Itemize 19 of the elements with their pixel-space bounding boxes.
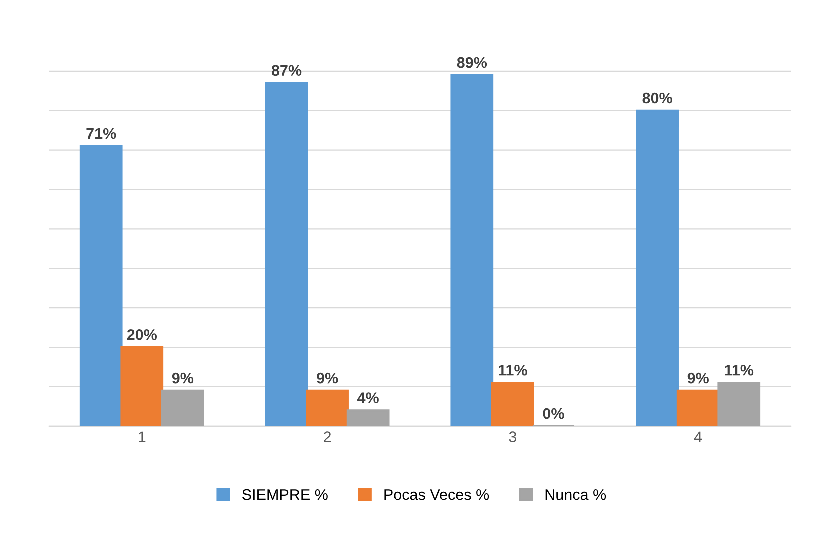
x-tick-label: 4 [694,432,702,442]
data-label: 11% [499,365,528,376]
legend-label: Pocas Veces % [384,489,490,500]
data-label: 9% [317,372,338,384]
data-label: 11% [725,365,754,376]
data-label: 87% [272,65,302,76]
data-label: 4% [358,392,379,404]
data-label: 0% [543,408,564,420]
x-tick-label: 1 [139,432,146,442]
data-label: 89% [457,57,488,68]
data-label: 9% [172,372,194,384]
legend-label: SIEMPRE % [242,489,328,500]
data-label: 71% [86,128,116,140]
legend-label: Nunca % [546,489,606,500]
x-tick-label: 3 [509,432,517,442]
x-tick-label: 2 [324,432,332,442]
data-label: 20% [127,330,158,340]
data-label: 80% [642,92,672,104]
data-label: 9% [688,372,709,384]
